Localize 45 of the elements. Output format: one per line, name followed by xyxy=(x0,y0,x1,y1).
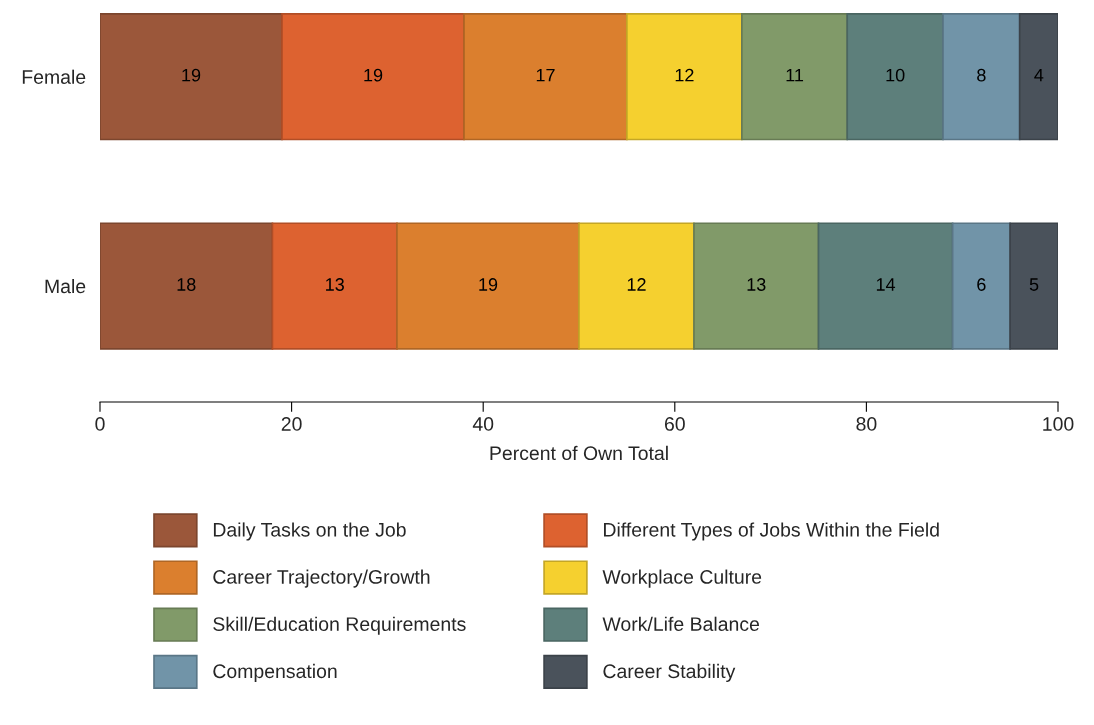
bar xyxy=(100,13,283,141)
data-label: 11 xyxy=(786,68,804,82)
bar xyxy=(1018,13,1058,141)
data-label: 4 xyxy=(1034,68,1044,82)
y-tick-label: Female xyxy=(22,69,86,84)
data-label: 19 xyxy=(182,68,201,82)
data-label: 12 xyxy=(627,278,646,291)
data-label: 8 xyxy=(977,68,986,82)
legend-label: Different Types of Jobs Within the Field xyxy=(604,522,939,541)
x-tick-label: 0 xyxy=(95,417,105,431)
data-label: 13 xyxy=(747,278,766,291)
data-label: 13 xyxy=(326,278,344,291)
bar xyxy=(1009,222,1058,350)
bar xyxy=(396,222,580,350)
bar xyxy=(626,13,743,141)
x-tick-label: 100 xyxy=(1043,417,1074,431)
bar xyxy=(100,222,274,350)
x-axis-title: Percent of Own Total xyxy=(490,445,668,461)
legend-label: Career Stability xyxy=(603,663,736,682)
data-label: 19 xyxy=(364,68,383,82)
data-label: 6 xyxy=(977,278,986,291)
x-tick-label: 60 xyxy=(664,417,685,431)
data-label: 10 xyxy=(886,68,905,82)
legend-label: Career Trajectory/Growth xyxy=(213,569,430,588)
data-label: 5 xyxy=(1029,278,1039,291)
data-label: 17 xyxy=(536,68,555,82)
data-label: 19 xyxy=(479,278,498,291)
bar xyxy=(693,222,820,350)
x-tick-label: 20 xyxy=(281,417,302,431)
data-label: 18 xyxy=(177,278,196,291)
legend-label: Workplace Culture xyxy=(602,569,762,588)
x-tick-label: 80 xyxy=(856,417,877,431)
bar xyxy=(463,13,628,141)
bar xyxy=(578,222,695,350)
legend-label: Work/Life Balance xyxy=(602,616,760,631)
data-label: 14 xyxy=(876,278,896,291)
legend-label: Daily Tasks on the Job xyxy=(213,522,406,541)
y-tick-label: Male xyxy=(45,278,86,294)
bar xyxy=(741,13,849,141)
x-tick-label: 40 xyxy=(472,417,494,431)
legend-label: Compensation xyxy=(213,663,337,682)
data-label: 12 xyxy=(675,68,694,82)
legend-label: Skill/Education Requirements xyxy=(213,616,466,635)
bar xyxy=(281,13,465,141)
bar xyxy=(271,222,398,350)
